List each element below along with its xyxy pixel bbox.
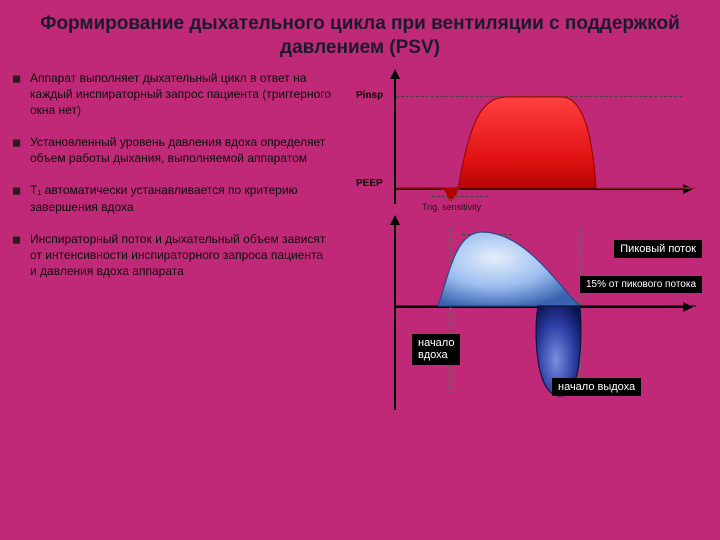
trig-label: Trig. sensitivity (422, 202, 481, 212)
pinsp-label: Pinsp (356, 90, 383, 101)
peak-flow-label: Пиковый поток (614, 240, 702, 259)
bullet-text: T₁ автоматически устанавливается по крит… (30, 182, 332, 214)
flow-chart: Пиковый поток 15% от пикового потока нач… (352, 216, 692, 416)
peep-label: PEEP (356, 178, 383, 189)
bullet-icon: ◼ (12, 70, 30, 119)
start-insp-label: начало вдоха (412, 334, 460, 365)
charts-panel: Pinsp PEEP Trig. sensitivity (342, 70, 708, 416)
content-area: ◼ Аппарат выполняет дыхательный цикл в о… (0, 70, 720, 416)
bullet-icon: ◼ (12, 182, 30, 214)
list-item: ◼ Инспираторный поток и дыхательный объе… (12, 231, 332, 280)
bullet-text: Инспираторный поток и дыхательный объем … (30, 231, 332, 280)
bullet-text: Аппарат выполняет дыхательный цикл в отв… (30, 70, 332, 119)
bullet-text: Установленный уровень давления вдоха опр… (30, 134, 332, 166)
list-item: ◼ T₁ автоматически устанавливается по кр… (12, 182, 332, 214)
start-exp-label: начало выдоха (552, 378, 641, 397)
list-item: ◼ Аппарат выполняет дыхательный цикл в о… (12, 70, 332, 119)
pressure-chart: Pinsp PEEP Trig. sensitivity (352, 70, 692, 210)
pressure-curve (396, 70, 696, 210)
bullet-icon: ◼ (12, 231, 30, 280)
slide-title: Формирование дыхательного цикла при вент… (0, 0, 720, 70)
percent-label: 15% от пикового потока (580, 276, 702, 294)
bullet-icon: ◼ (12, 134, 30, 166)
bullet-list: ◼ Аппарат выполняет дыхательный цикл в о… (12, 70, 342, 416)
list-item: ◼ Установленный уровень давления вдоха о… (12, 134, 332, 166)
